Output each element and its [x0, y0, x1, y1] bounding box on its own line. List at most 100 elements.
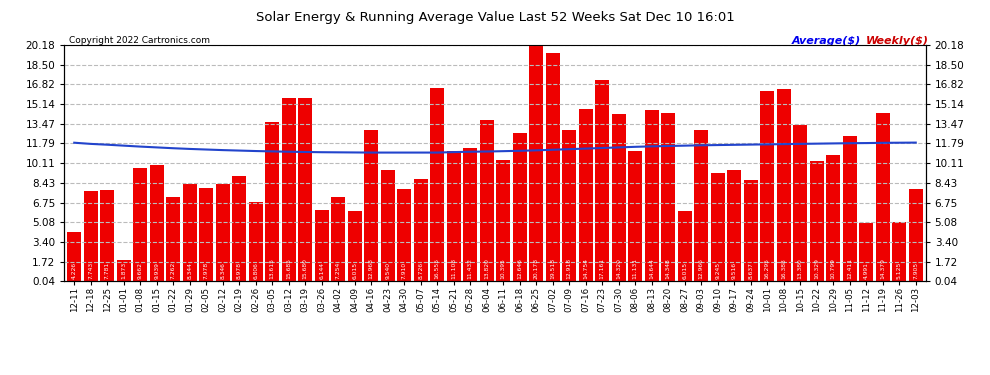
Bar	[777, 90, 790, 282]
Bar	[364, 130, 378, 282]
Text: 12.966: 12.966	[699, 258, 704, 279]
Bar	[893, 222, 906, 282]
Text: 10.799: 10.799	[831, 258, 836, 279]
Bar	[859, 223, 873, 282]
Bar	[249, 202, 262, 282]
Text: 8.346: 8.346	[220, 262, 226, 279]
Text: 7.743: 7.743	[88, 262, 93, 279]
Bar	[629, 151, 642, 282]
Text: 9.516: 9.516	[732, 262, 737, 279]
Bar	[728, 170, 741, 282]
Text: 11.432: 11.432	[467, 258, 473, 279]
Text: 9.245: 9.245	[715, 262, 721, 279]
Bar	[200, 188, 213, 282]
Bar	[332, 196, 346, 282]
Bar	[562, 130, 576, 282]
Text: 19.518: 19.518	[550, 258, 555, 279]
Bar	[183, 184, 196, 282]
Text: 6.015: 6.015	[682, 262, 687, 279]
Text: 14.348: 14.348	[665, 259, 671, 279]
Bar	[513, 134, 527, 282]
Text: 7.905: 7.905	[913, 262, 919, 279]
Bar	[530, 45, 543, 282]
Text: 7.254: 7.254	[336, 262, 341, 279]
Bar	[101, 190, 114, 282]
Bar	[299, 98, 312, 282]
Text: 11.108: 11.108	[451, 258, 456, 279]
Text: 8.637: 8.637	[748, 262, 753, 279]
Text: Solar Energy & Running Average Value Last 52 Weeks Sat Dec 10 16:01: Solar Energy & Running Average Value Las…	[255, 11, 735, 24]
Text: 7.978: 7.978	[204, 262, 209, 279]
Bar	[711, 173, 725, 282]
Bar	[463, 148, 477, 282]
Text: 15.680: 15.680	[303, 258, 308, 279]
Text: 13.820: 13.820	[484, 258, 489, 279]
Bar	[695, 130, 708, 282]
Text: 16.295: 16.295	[764, 258, 770, 279]
Bar	[315, 210, 329, 282]
Bar	[67, 232, 81, 282]
Text: 1.873: 1.873	[121, 262, 127, 279]
Text: 14.379: 14.379	[880, 258, 885, 279]
Text: 13.380: 13.380	[798, 259, 803, 279]
Text: 8.726: 8.726	[418, 262, 424, 279]
Text: 8.978: 8.978	[237, 262, 242, 279]
Bar	[381, 170, 394, 282]
Bar	[661, 113, 675, 282]
Text: 7.910: 7.910	[402, 262, 407, 279]
Text: 9.939: 9.939	[154, 262, 159, 279]
Bar	[843, 136, 856, 282]
Bar	[134, 168, 148, 282]
Text: 6.144: 6.144	[319, 262, 325, 279]
Bar	[579, 109, 592, 282]
Text: 13.615: 13.615	[269, 258, 275, 279]
Text: 6.806: 6.806	[253, 262, 258, 279]
Bar	[216, 184, 230, 282]
Bar	[150, 165, 163, 282]
Bar	[414, 179, 428, 282]
Text: 4.226: 4.226	[71, 262, 77, 279]
Text: 14.754: 14.754	[583, 258, 588, 279]
Bar	[282, 98, 296, 282]
Bar	[827, 155, 840, 282]
Bar	[265, 122, 279, 282]
Bar	[678, 211, 691, 282]
Text: 15.685: 15.685	[286, 258, 291, 279]
Text: 6.015: 6.015	[352, 262, 357, 279]
Bar	[233, 176, 246, 282]
Bar	[810, 160, 824, 282]
Text: 12.918: 12.918	[566, 258, 572, 279]
Text: 7.781: 7.781	[105, 262, 110, 279]
Bar	[876, 113, 889, 282]
Text: 12.968: 12.968	[368, 258, 374, 279]
Text: Weekly($): Weekly($)	[865, 36, 929, 45]
Bar	[398, 189, 411, 282]
Bar	[166, 196, 180, 282]
Text: 10.395: 10.395	[501, 258, 506, 279]
Text: 16.388: 16.388	[781, 259, 786, 279]
Text: 8.344: 8.344	[187, 262, 192, 279]
Bar	[760, 91, 774, 282]
Bar	[645, 110, 658, 282]
Text: 14.320: 14.320	[616, 258, 622, 279]
Bar	[480, 120, 494, 282]
Text: 9.540: 9.540	[385, 262, 390, 279]
Text: 20.178: 20.178	[534, 258, 539, 279]
Text: 17.161: 17.161	[600, 258, 605, 279]
Text: 11.131: 11.131	[633, 258, 638, 279]
Text: 16.555: 16.555	[435, 258, 440, 279]
Text: 7.262: 7.262	[170, 262, 176, 279]
Bar	[909, 189, 923, 282]
Bar	[744, 180, 757, 282]
Bar	[117, 260, 131, 282]
Text: 12.646: 12.646	[517, 258, 523, 279]
Bar	[596, 80, 609, 282]
Bar	[84, 191, 97, 282]
Text: 5.125: 5.125	[897, 262, 902, 279]
Text: Copyright 2022 Cartronics.com: Copyright 2022 Cartronics.com	[68, 36, 210, 45]
Text: Average($): Average($)	[792, 36, 861, 45]
Bar	[431, 87, 445, 282]
Bar	[497, 160, 510, 282]
Text: 10.329: 10.329	[814, 258, 820, 279]
Bar	[794, 125, 807, 282]
